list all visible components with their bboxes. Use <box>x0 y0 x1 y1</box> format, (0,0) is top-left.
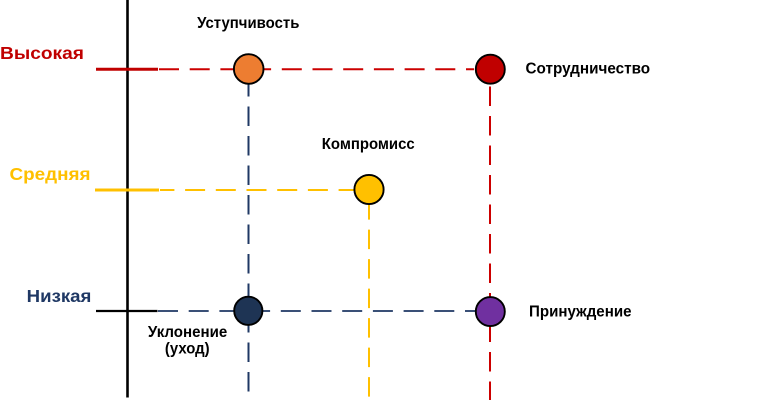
svg-text:Компромисс: Компромисс <box>322 136 415 153</box>
svg-text:Принуждение: Принуждение <box>529 303 632 320</box>
svg-text:Сотрудничество: Сотрудничество <box>526 61 651 78</box>
svg-text:Уступчивость: Уступчивость <box>197 15 299 32</box>
svg-text:Средняя: Средняя <box>10 164 91 184</box>
svg-text:Низкая: Низкая <box>27 286 92 306</box>
svg-text:Высокая: Высокая <box>0 43 84 63</box>
svg-text:Уклонение: Уклонение <box>148 324 228 341</box>
svg-text:(уход): (уход) <box>165 341 210 358</box>
